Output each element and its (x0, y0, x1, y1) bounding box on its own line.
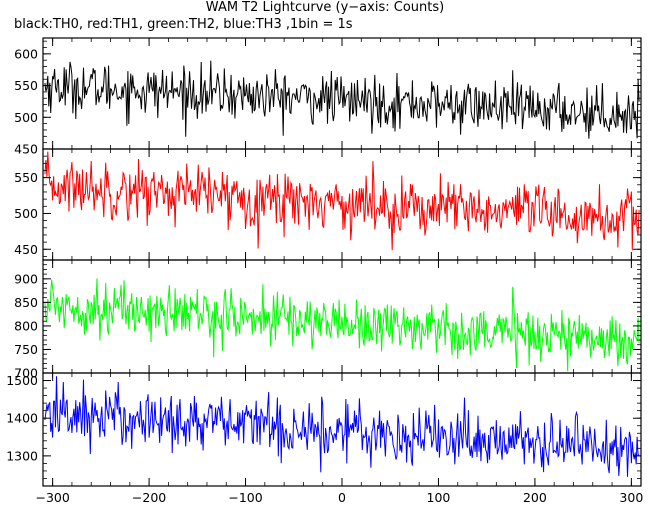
series-TH1-line (44, 151, 640, 251)
x-tick-label: −200 (132, 490, 166, 505)
y-tick-label: 450 (14, 142, 38, 157)
y-tick-label: 800 (14, 318, 38, 333)
series-TH2-line (44, 278, 640, 372)
x-tick-label: 200 (523, 490, 547, 505)
series-TH3-line (44, 376, 640, 477)
y-tick-label: 700 (14, 366, 38, 381)
x-tick-label: −300 (35, 490, 69, 505)
y-tick-label: 500 (14, 110, 38, 125)
y-tick-label: 850 (14, 295, 38, 310)
y-tick-label: 750 (14, 342, 38, 357)
x-tick-label: 0 (338, 490, 346, 505)
y-tick-label: 500 (14, 206, 38, 221)
x-tick-label: −100 (228, 490, 262, 505)
series-TH0-line (44, 60, 640, 139)
y-tick-label: 1300 (6, 448, 38, 463)
y-tick-label: 900 (14, 271, 38, 286)
y-tick-label: 450 (14, 242, 38, 257)
y-tick-label: 600 (14, 46, 38, 61)
y-tick-label: 1500 (6, 373, 38, 388)
x-tick-label: 300 (619, 490, 643, 505)
y-tick-label: 1400 (6, 411, 38, 426)
y-tick-label: 550 (14, 78, 38, 93)
chart-title: WAM T2 Lightcurve (y−axis: Counts) (205, 0, 445, 15)
x-tick-label: 100 (427, 490, 451, 505)
legend-text: black:TH0, red:TH1, green:TH2, blue:TH3 … (14, 17, 353, 32)
y-tick-label: 550 (14, 170, 38, 185)
